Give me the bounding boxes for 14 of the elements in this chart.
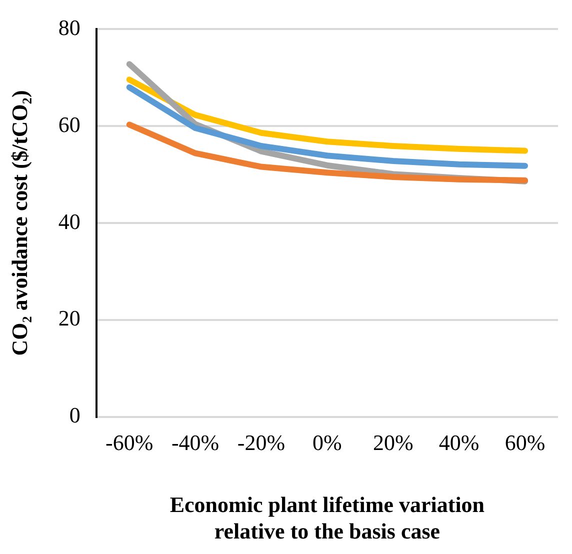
y-tick-label: 20 bbox=[58, 306, 80, 331]
y-tick-label: 80 bbox=[58, 14, 80, 40]
y-tick-label: 0 bbox=[69, 402, 80, 428]
x-tick-label: 40% bbox=[438, 430, 480, 455]
y-tick-label: 60 bbox=[58, 112, 80, 137]
x-tick-label: 60% bbox=[504, 430, 546, 455]
y-tick-label: 40 bbox=[58, 208, 80, 234]
x-tick-label: -40% bbox=[171, 430, 220, 455]
x-axis-title: Economic plant lifetime variation relative to the basis case bbox=[170, 492, 485, 544]
y-axis-title: CO₂ avoidance cost ($/tCO₂) bbox=[6, 90, 32, 356]
x-tick-label: 0% bbox=[312, 430, 342, 455]
x-tick-label: -20% bbox=[237, 430, 286, 455]
x-tick-label: -60% bbox=[106, 430, 154, 455]
x-tick-label: 20% bbox=[372, 430, 414, 455]
